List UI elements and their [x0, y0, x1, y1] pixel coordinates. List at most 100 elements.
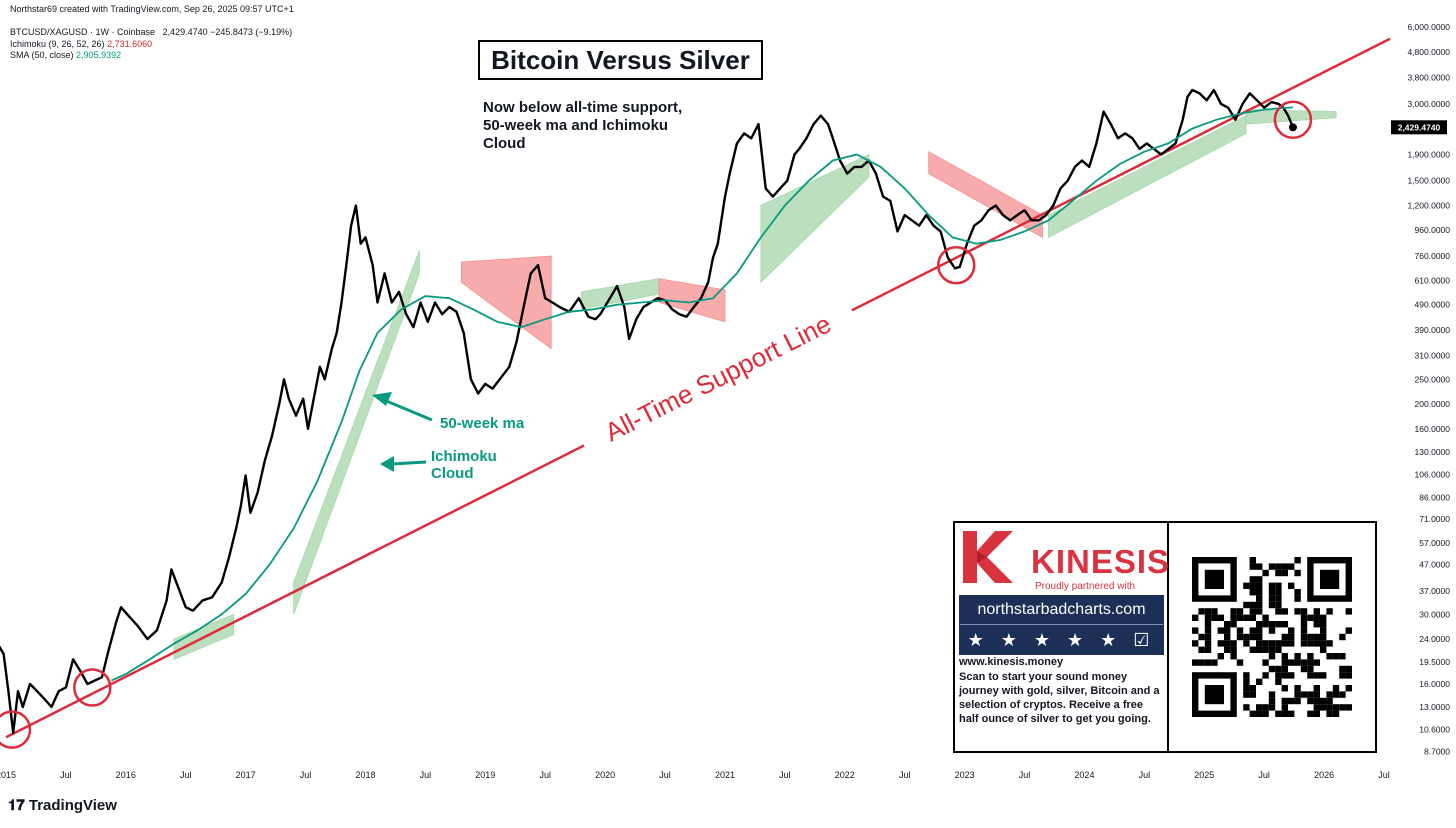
qr-module — [1230, 653, 1237, 660]
sma-legend[interactable]: SMA (50, close) 2,905.9392 — [10, 50, 121, 60]
qr-module — [1300, 614, 1308, 621]
qr-module — [1192, 659, 1199, 666]
qr-module — [1236, 627, 1244, 634]
x-tick-label: Jul — [1019, 770, 1031, 780]
x-tick-label: 2026 — [1314, 770, 1334, 780]
y-axis[interactable]: 6,000.0000 4,800.0000 3,800.0000 3,000.0000… — [1391, 22, 1451, 757]
qr-module — [1243, 691, 1250, 698]
x-axis[interactable]: 2015 Jul 2016 Jul 2017 Jul 2018 Jul 2019 Jul 2020 J… — [0, 770, 1390, 780]
y-tick-label: 310.0000 — [1415, 350, 1451, 360]
qr-module — [1307, 659, 1314, 666]
qr-module — [1268, 601, 1276, 609]
qr-module — [1275, 672, 1282, 679]
qr-module — [1256, 582, 1263, 589]
qr-module — [1275, 569, 1282, 577]
ad-url[interactable]: www.kinesis.money — [959, 656, 1064, 668]
qr-module — [1217, 640, 1224, 647]
qr-module — [1339, 704, 1346, 711]
qr-module — [1268, 646, 1276, 653]
qr-module — [1281, 685, 1288, 692]
qr-module — [1275, 678, 1282, 685]
qr-module — [1211, 608, 1218, 615]
y-tick-label: 6,000.0000 — [1407, 22, 1450, 32]
x-tick-label: 2019 — [475, 770, 495, 780]
qr-module — [1320, 640, 1327, 647]
qr-module — [1307, 665, 1314, 673]
qr-module — [1262, 659, 1269, 666]
qr-module — [1204, 640, 1212, 647]
qr-module — [1294, 589, 1301, 596]
qr-module — [1230, 614, 1237, 621]
qr-module — [1243, 678, 1250, 685]
qr-module — [1268, 589, 1276, 596]
qr-module — [1307, 691, 1314, 698]
qr-module — [1313, 704, 1320, 711]
qr-module — [1236, 614, 1244, 621]
qr-module — [1275, 589, 1282, 596]
qr-module — [1198, 608, 1205, 615]
qr-module — [1211, 659, 1218, 666]
qr-module — [1320, 704, 1327, 711]
qr-module — [1217, 653, 1224, 660]
qr-module — [1294, 697, 1301, 705]
qr-module — [1243, 672, 1250, 679]
support-line-label: All-Time Support Line — [600, 308, 836, 447]
x-tick-label: 2025 — [1194, 770, 1214, 780]
highlight-circle — [936, 245, 976, 285]
qr-module — [1192, 614, 1199, 621]
qr-module — [1204, 621, 1212, 628]
cloud-segment-bearish — [658, 278, 726, 323]
qr-module — [1249, 582, 1256, 589]
qr-module — [1275, 640, 1282, 647]
qr-module — [1230, 608, 1237, 615]
qr-code-icon[interactable] — [1169, 523, 1375, 751]
qr-module — [1262, 646, 1269, 653]
y-tick-label: 16.0000 — [1419, 679, 1450, 689]
x-tick-label: 2021 — [715, 770, 735, 780]
x-tick-label: Jul — [60, 770, 72, 780]
qr-module — [1256, 704, 1263, 711]
tradingview-wordmark: TradingView — [28, 797, 117, 814]
qr-module — [1268, 665, 1276, 673]
cloud-segment-bullish — [1245, 109, 1337, 125]
kinesis-logo[interactable]: KINESIS Proudly partnered with — [961, 529, 1169, 592]
chart-title: Bitcoin Versus Silver — [478, 40, 763, 80]
qr-module — [1230, 640, 1237, 647]
qr-module — [1249, 646, 1256, 653]
qr-module — [1262, 621, 1269, 628]
y-tick-label: 37.0000 — [1419, 586, 1450, 596]
qr-module — [1307, 697, 1314, 705]
symbol-legend[interactable]: BTCUSD/XAGUSD · 1W · Coinbase 2,429.4740… — [10, 27, 292, 37]
qr-module — [1281, 621, 1288, 628]
qr-module — [1281, 672, 1288, 679]
partner-badge[interactable]: northstarbadcharts.com ★ ★ ★ ★ ★ ☑ — [959, 595, 1164, 655]
qr-module — [1313, 685, 1320, 692]
qr-module — [1268, 582, 1276, 589]
ichimoku-legend[interactable]: Ichimoku (9, 26, 52, 26) 2,731.6060 — [10, 39, 152, 49]
tradingview-icon: 𝟏𝟕 — [8, 797, 25, 814]
qr-module — [1294, 608, 1301, 615]
highlight-circle — [73, 668, 112, 707]
qr-module — [1243, 640, 1250, 647]
qr-module — [1294, 557, 1301, 564]
x-tick-label: Jul — [539, 770, 551, 780]
x-tick-label: Jul — [1139, 770, 1151, 780]
ad-left-panel: KINESIS Proudly partnered with northstar… — [955, 523, 1169, 751]
qr-module — [1198, 659, 1205, 666]
qr-module — [1198, 633, 1205, 641]
qr-module — [1320, 614, 1327, 621]
qr-module — [1224, 621, 1231, 628]
sma-50-line — [111, 106, 1293, 682]
qr-module — [1192, 627, 1199, 634]
qr-module — [1307, 653, 1314, 660]
qr-module — [1256, 646, 1263, 653]
qr-module — [1249, 563, 1256, 570]
tradingview-logo[interactable]: 𝟏𝟕 TradingView — [8, 797, 117, 814]
kinesis-ad[interactable]: KINESIS Proudly partnered with northstar… — [953, 521, 1377, 753]
qr-module — [1326, 691, 1333, 698]
qr-module — [1268, 697, 1276, 705]
qr-module — [1224, 640, 1231, 647]
last-price-badge — [1391, 120, 1447, 135]
qr-module — [1236, 608, 1244, 615]
